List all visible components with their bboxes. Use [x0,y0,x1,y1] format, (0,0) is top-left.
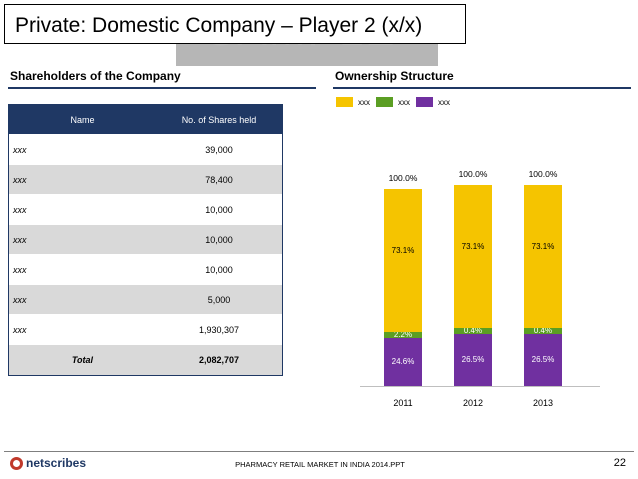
shareholder-name: xxx [13,264,27,275]
page-number: 22 [613,457,626,469]
legend-label: xxx [358,97,370,107]
table-row: xxx 39,000 [9,134,282,164]
bar-data-label: 24.6% [391,356,415,366]
legend-swatch [376,97,393,107]
bar-total-label: 100.0% [458,168,488,179]
table-row: xxx 5,000 [9,284,282,314]
bar-data-label: 73.1% [461,242,485,252]
bar-segment [524,184,562,329]
bar-segment [524,328,562,335]
shareholder-name: xxx [13,174,27,185]
netscribes-logo: netscribes [10,456,86,470]
shareholder-name: xxx [13,294,27,305]
column-header-name: Name [70,114,95,125]
bar-segment [454,328,492,335]
table-row: xxx 78,400 [9,164,282,194]
shares-held: 10,000 [205,204,233,215]
shares-held: 10,000 [205,264,233,275]
ownership-heading: Ownership Structure [335,69,454,83]
legend-label: xxx [438,97,450,107]
chart-legend: xxx xxx xxx [336,97,456,107]
bar-data-label: 73.1% [531,242,555,252]
bar-segment [454,184,492,329]
ownership-heading-rule [333,87,631,89]
shares-held: 1,930,307 [198,324,239,335]
shareholder-name: xxx [13,144,27,155]
logo-text: netscribes [26,456,87,470]
bar-segment [454,334,492,386]
table-row: xxx 10,000 [9,254,282,284]
x-tick-label: 2012 [462,398,484,408]
shares-held: 5,000 [207,294,231,305]
x-axis [360,386,600,387]
bar-segment [384,331,422,338]
x-tick-label: 2013 [532,398,554,408]
table-header: Name No. of Shares held [9,105,282,134]
page-title: Private: Domestic Company – Player 2 (x/… [15,14,423,37]
table-row: xxx 10,000 [9,224,282,254]
legend-swatch [416,97,433,107]
shareholders-heading: Shareholders of the Company [10,69,181,83]
table-total-row: Total 2,082,707 [9,344,282,375]
bar-data-label: 73.1% [391,245,415,255]
shareholders-heading-rule [8,87,316,89]
ownership-chart: 24.6% 2.2% 73.1% 100.0% 2011 26.5% 0.4% 73.1% 10… [330,110,630,420]
shares-held: 78,400 [205,174,233,185]
shareholder-name: xxx [13,204,27,215]
column-header-shares: No. of Shares held [181,114,257,125]
bar-data-label: 0.4% [533,326,553,336]
table-row: xxx 1,930,307 [9,314,282,344]
shares-held: 39,000 [205,144,233,155]
shareholder-name: xxx [13,234,27,245]
legend-label: xxx [398,97,410,107]
bar-total-label: 100.0% [388,172,418,183]
title-box: Private: Domestic Company – Player 2 (x/… [4,4,466,44]
shareholder-name: xxx [13,324,27,335]
total-shares: 2,082,707 [198,355,239,365]
bar-segment [384,188,422,332]
bar-segment [524,334,562,386]
shares-held: 10,000 [205,234,233,245]
total-label: Total [71,355,94,365]
table-row: xxx 10,000 [9,194,282,224]
shareholders-table: Name No. of Shares held xxx 39,000 xxx 7… [8,104,283,376]
bar-data-label: 26.5% [461,355,485,365]
logo-mark-icon [10,456,23,470]
bar-total-label: 100.0% [528,168,558,179]
footer-document-name: PHARMACY RETAIL MARKET IN INDIA 2014.PPT [235,460,405,469]
bar-data-label: 0.4% [463,326,483,336]
bar-data-label: 2.2% [393,329,413,339]
bar-data-label: 26.5% [531,355,555,365]
footer-rule [4,451,634,452]
x-tick-label: 2011 [393,398,413,408]
legend-swatch [336,97,353,107]
bar-segment [384,337,422,386]
